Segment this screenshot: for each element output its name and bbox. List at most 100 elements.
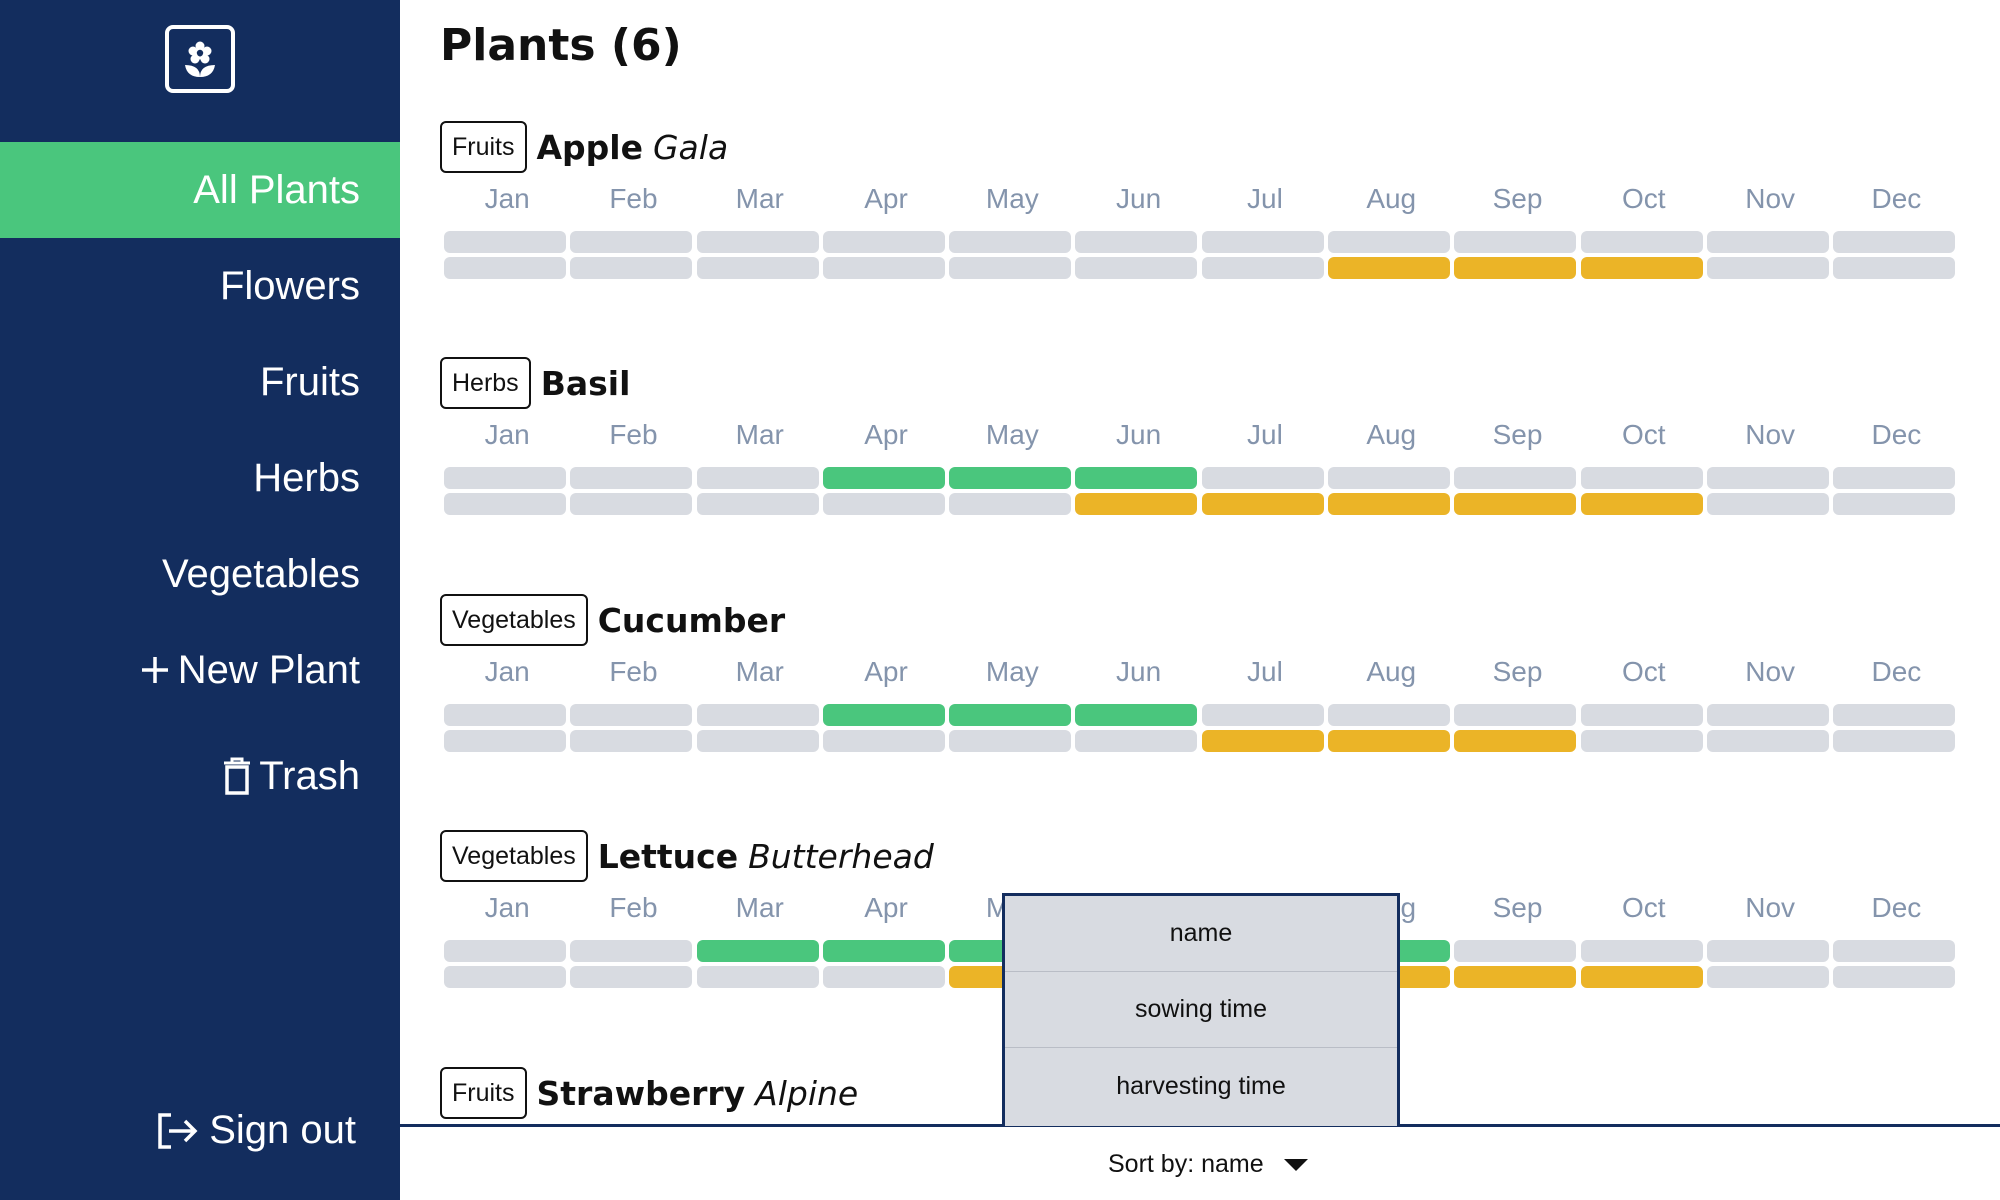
sidebar-item-new-plant[interactable]: New Plant: [0, 622, 400, 718]
month-label: Mar: [735, 892, 784, 923]
sowing-month-segment: [1580, 231, 1703, 253]
plant-card[interactable]: Vegetables Cucumber Jan Feb Mar Apr May Jun Ju…: [440, 594, 1960, 752]
month-label: Dec: [1871, 892, 1922, 923]
sign-out-label: Sign out: [209, 1108, 356, 1152]
sidebar-item-herbs[interactable]: Herbs: [0, 430, 400, 526]
sowing-month-segment: [1833, 940, 1956, 962]
month-label: Jul: [1247, 419, 1283, 450]
harvest-month-segment: [696, 966, 819, 988]
harvest-month-segment: [949, 257, 1072, 279]
harvest-month-segment: [822, 966, 945, 988]
sowing-month-segment: [1075, 704, 1198, 726]
trash-icon: [223, 757, 251, 795]
sort-option-name[interactable]: name: [1005, 896, 1397, 972]
month-label: Sep: [1492, 183, 1543, 214]
harvest-month-segment: [1706, 730, 1829, 752]
sort-options-menu: name sowing time harvesting time: [1002, 893, 1400, 1126]
harvest-month-segment: [1454, 493, 1577, 515]
month-label: Jun: [1116, 656, 1162, 687]
month-label: Feb: [609, 419, 658, 450]
sowing-month-segment: [696, 467, 819, 489]
sort-dropdown-toggle[interactable]: Sort by: name: [1108, 1150, 1308, 1179]
harvest-month-segment: [444, 493, 566, 515]
month-label: Jul: [1247, 183, 1283, 214]
harvest-month-segment: [822, 257, 945, 279]
month-label: Nov: [1745, 656, 1796, 687]
plant-card[interactable]: Herbs Basil Jan Feb Mar Apr May Jun Jul Aug Sep O…: [440, 357, 1960, 515]
month-label: Jan: [484, 183, 530, 214]
harvest-month-segment: [570, 730, 693, 752]
month-label: Oct: [1622, 892, 1666, 923]
month-label: Apr: [864, 183, 908, 214]
harvest-month-segment: [1075, 493, 1198, 515]
month-label: Nov: [1745, 892, 1796, 923]
plant-header: Vegetables Lettuce Butterhead: [440, 830, 1960, 882]
month-label: May: [985, 183, 1039, 214]
sort-option-sowing-time[interactable]: sowing time: [1005, 972, 1397, 1048]
sowing-month-segment: [1201, 231, 1324, 253]
plant-card[interactable]: Fruits Apple Gala Jan Feb Mar Apr May Jun Jul A…: [440, 121, 1960, 279]
sidebar-item-trash[interactable]: Trash: [0, 728, 400, 824]
month-label: May: [985, 656, 1039, 687]
category-badge: Vegetables: [440, 594, 588, 646]
sowing-month-segment: [1454, 231, 1577, 253]
plant-name: Lettuce: [597, 836, 739, 876]
harvest-month-segment: [570, 493, 693, 515]
sowing-month-segment: [570, 231, 693, 253]
sowing-month-segment: [444, 940, 566, 962]
month-label: Aug: [1366, 183, 1417, 214]
sidebar-item-vegetables[interactable]: Vegetables: [0, 526, 400, 622]
month-label: Sep: [1492, 892, 1543, 923]
month-label: Oct: [1622, 419, 1666, 450]
caret-down-icon: [1283, 1158, 1308, 1171]
month-label: May: [985, 419, 1039, 450]
plant-header: Fruits Strawberry Alpine: [440, 1067, 1960, 1119]
month-label: Apr: [864, 419, 908, 450]
month-label: Nov: [1745, 419, 1796, 450]
harvest-month-segment: [1201, 257, 1324, 279]
sowing-month-segment: [570, 940, 693, 962]
sort-label: Sort by: name: [1108, 1150, 1264, 1178]
sowing-month-segment: [1580, 467, 1703, 489]
plant-name: Basil: [540, 363, 631, 403]
month-label: Dec: [1871, 656, 1922, 687]
sowing-month-segment: [1580, 940, 1703, 962]
harvest-month-segment: [1580, 493, 1703, 515]
sidebar-item-label: Flowers: [219, 263, 360, 308]
month-label: Apr: [864, 656, 908, 687]
sidebar-item-all-plants[interactable]: All Plants: [0, 142, 400, 238]
sowing-month-segment: [696, 231, 819, 253]
harvest-month-segment: [822, 730, 945, 752]
month-label: Dec: [1871, 183, 1922, 214]
sowing-month-segment: [1833, 231, 1956, 253]
harvest-month-segment: [1580, 730, 1703, 752]
month-label: Apr: [864, 892, 908, 923]
sowing-month-segment: [1201, 704, 1324, 726]
sort-option-harvesting-time[interactable]: harvesting time: [1116, 1071, 1286, 1100]
sowing-month-segment: [822, 704, 945, 726]
page-title: Plants (6): [440, 20, 682, 71]
sign-out-icon: [157, 1112, 199, 1150]
plant-variety: Butterhead: [748, 836, 934, 876]
harvest-month-segment: [444, 966, 566, 988]
harvest-month-segment: [1201, 730, 1324, 752]
sowing-month-segment: [696, 704, 819, 726]
plant-name: Apple: [536, 127, 643, 167]
sowing-month-segment: [1454, 704, 1577, 726]
sowing-month-segment: [949, 704, 1072, 726]
month-label: Oct: [1622, 656, 1666, 687]
sowing-month-segment: [822, 940, 945, 962]
plant-card[interactable]: Vegetables Lettuce Butterhead Jan Feb Mar A…: [440, 830, 1960, 988]
sidebar-item-fruits[interactable]: Fruits: [0, 334, 400, 430]
plant-card[interactable]: Fruits Strawberry Alpine: [440, 1067, 1960, 1119]
harvest-month-segment: [949, 730, 1072, 752]
sowing-month-segment: [822, 231, 945, 253]
plant-variety: Alpine: [755, 1073, 859, 1113]
month-label: Mar: [735, 656, 784, 687]
flower-logo-icon[interactable]: [165, 25, 235, 93]
sowing-month-segment: [1580, 704, 1703, 726]
sidebar-item-flowers[interactable]: Flowers: [0, 238, 400, 334]
sign-out-button[interactable]: Sign out: [157, 1108, 356, 1153]
sowing-month-segment: [444, 704, 566, 726]
month-label: Nov: [1745, 183, 1796, 214]
